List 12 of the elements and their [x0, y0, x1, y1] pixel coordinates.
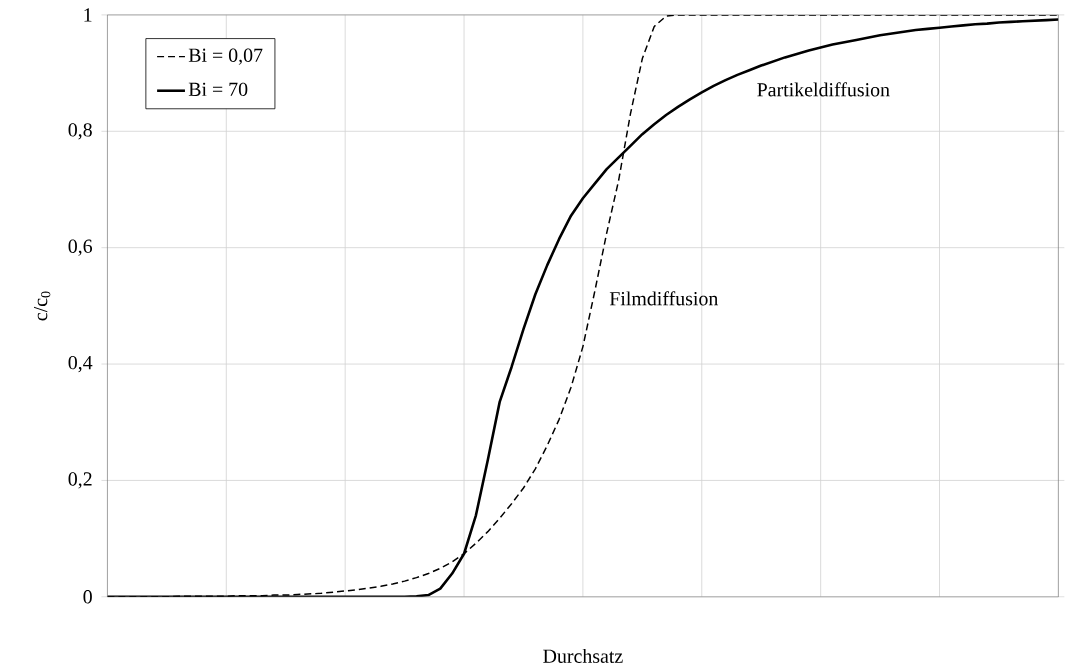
y-tick-label: 0,4: [68, 356, 93, 373]
annotation: Filmdiffusion: [609, 291, 719, 306]
legend-label: Bi = 0,07: [188, 48, 263, 66]
y-axis-title: c/c$_{0}$: [34, 291, 51, 321]
y-tick-label: 0,2: [68, 472, 92, 489]
x-axis-title: Durchsatz: [543, 649, 623, 664]
y-tick-label: 0: [83, 590, 92, 604]
annotation: Partikeldiffusion: [757, 82, 890, 97]
legend-label: Bi = 70: [188, 82, 248, 97]
y-tick-label: 0,8: [68, 123, 92, 140]
y-tick-label: 0,6: [68, 239, 93, 257]
y-tick-label: 1: [84, 8, 92, 22]
